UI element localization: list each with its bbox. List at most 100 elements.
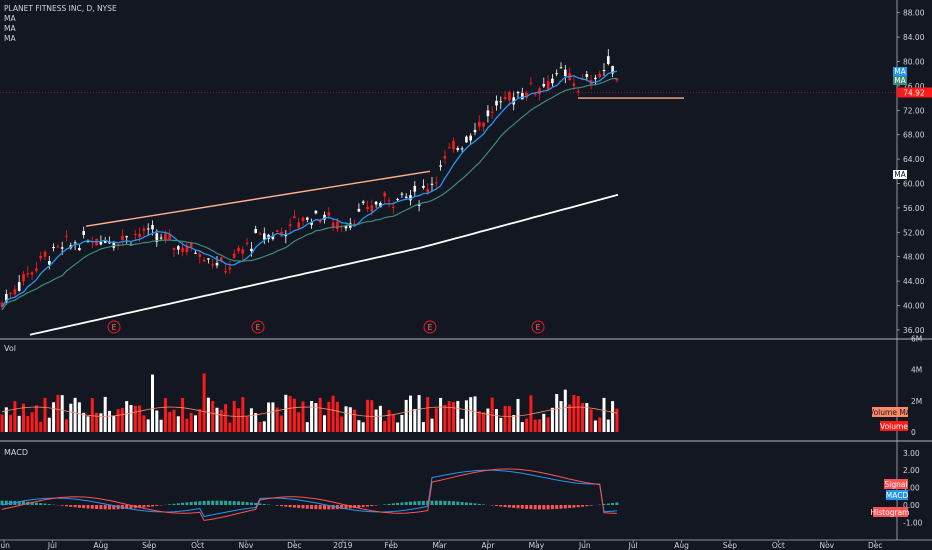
macd-histogram-bar (189, 501, 193, 505)
time-tick-label: Jul (47, 541, 57, 550)
time-tick-label: Sep (142, 541, 156, 550)
volume-tick-label: 6M (911, 334, 922, 343)
price-tick-label: 40.00 (903, 302, 925, 311)
candle-body (288, 224, 292, 226)
macd-tick-label: 1.00 (903, 484, 920, 493)
time-tick-label: Aug (93, 541, 108, 550)
candle-body (417, 203, 421, 206)
macd-histogram-bar (198, 501, 202, 505)
macd-histogram-bar (103, 505, 107, 510)
volume-bar (181, 397, 185, 432)
macd-histogram-bar (460, 501, 464, 505)
macd-histogram-bar (576, 505, 580, 508)
volume-bar (254, 413, 258, 432)
volume-bar (469, 397, 473, 432)
macd-histogram-bar (30, 502, 34, 505)
macd-histogram-bar (417, 501, 421, 505)
volume-bar (90, 398, 94, 432)
signal-badge (884, 479, 908, 489)
macd-histogram-bar (611, 503, 615, 505)
candle-body (215, 262, 219, 266)
volume-bar (146, 419, 150, 432)
volume-bar (452, 402, 455, 432)
volume-bar (151, 374, 154, 432)
candle-body (551, 78, 554, 84)
candle-body (447, 147, 451, 149)
macd-histogram-bar (262, 504, 266, 505)
legend-ma-1[interactable]: MA (4, 14, 16, 23)
volume-bar (267, 402, 271, 432)
macd-histogram-bar (34, 502, 38, 505)
macd-histogram-bar (0, 500, 4, 505)
candle-body (60, 247, 64, 249)
candle-body (327, 212, 331, 216)
volume-bar (280, 415, 283, 432)
volume-bar (327, 401, 331, 432)
volume-bar (155, 410, 159, 432)
macd-histogram-bar (129, 505, 133, 509)
macd-histogram-bar (447, 501, 451, 505)
candle-body (134, 233, 137, 235)
candle-body (572, 83, 576, 86)
earnings-marker (107, 320, 121, 334)
candle-body (615, 78, 619, 81)
macd-histogram-bar (581, 505, 584, 507)
volume-badge-label: Volume (880, 422, 908, 431)
macd-histogram-bar (516, 505, 520, 509)
volume-bar (305, 422, 309, 432)
volume-bar (219, 409, 223, 432)
volume-bar (409, 395, 412, 432)
price-tick-label: 88.00 (903, 9, 925, 18)
price-tick-label: 36.00 (903, 326, 925, 335)
macd-histogram-bar (142, 505, 146, 508)
candle-body (452, 140, 455, 150)
macd-line (1, 469, 617, 518)
macd-histogram-bar (331, 505, 335, 510)
ma-slow-line (29, 193, 619, 336)
volume-bar (116, 409, 120, 432)
candle-body (306, 217, 309, 220)
macd-histogram-bar (585, 505, 589, 507)
volume-bar (340, 416, 344, 432)
volume-bar (185, 418, 189, 432)
candle-body (30, 272, 34, 275)
symbol-title[interactable]: PLANET FITNESS INC, D, NYSE (4, 4, 117, 13)
candle-body (370, 205, 374, 212)
volume-bar (245, 416, 249, 432)
macd-histogram-bar (151, 505, 154, 507)
macd-histogram-bar (374, 505, 378, 506)
volume-bar (391, 414, 395, 432)
volume-bar (30, 412, 34, 432)
candle-body (9, 292, 12, 294)
volume-bar (533, 419, 537, 432)
volume-bar (323, 415, 326, 432)
volume-bar (288, 395, 292, 432)
time-tick-label: 2019 (333, 541, 352, 550)
volume-title: Vol (4, 344, 16, 353)
macd-histogram-bar (47, 504, 51, 505)
candle-body (564, 69, 567, 77)
legend-ma-3[interactable]: MA (4, 34, 16, 43)
candle-body (323, 214, 326, 220)
volume-bar (473, 396, 477, 432)
time-tick-label: Sep (723, 541, 737, 550)
candle-body (245, 242, 249, 244)
earnings-marker-label: E (256, 323, 261, 332)
volume-bar (138, 405, 142, 432)
candle-body (108, 242, 111, 244)
volume-bar (211, 401, 215, 432)
legend: PLANET FITNESS INC, D, NYSE MA MA MA (4, 4, 117, 44)
legend-ma-2[interactable]: MA (4, 24, 16, 33)
volume-bar (581, 402, 584, 432)
macd-histogram-bar (232, 501, 236, 505)
macd-histogram-bar (258, 503, 262, 505)
volume-bar (417, 395, 421, 432)
volume-bar (86, 416, 90, 432)
macd-histogram-bar (323, 505, 326, 510)
macd-histogram-bar (69, 505, 73, 507)
price-tick-label: 76.00 (903, 82, 925, 91)
macd-histogram-bar (22, 501, 25, 505)
volume-bar (297, 412, 301, 432)
